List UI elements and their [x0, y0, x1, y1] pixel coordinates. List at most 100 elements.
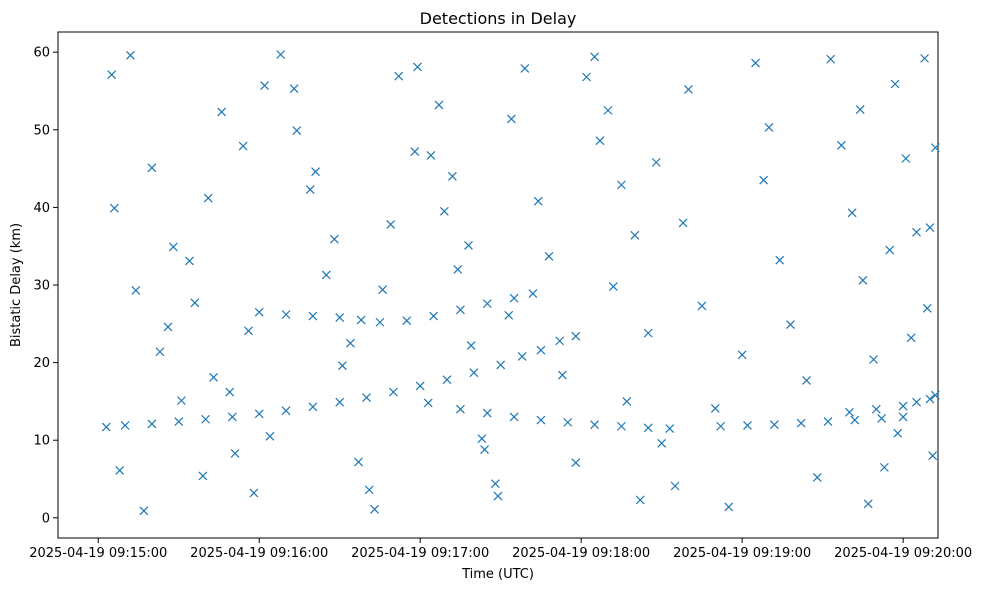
- data-point: [308, 402, 318, 412]
- data-point: [836, 140, 846, 150]
- data-point: [337, 361, 347, 371]
- data-point: [402, 316, 412, 326]
- data-point: [447, 171, 457, 181]
- data-point: [557, 370, 567, 380]
- data-point: [120, 421, 130, 430]
- data-point: [335, 313, 345, 323]
- data-point: [375, 317, 385, 327]
- data-point: [670, 481, 680, 491]
- data-point: [616, 421, 626, 431]
- data-point: [616, 180, 626, 190]
- data-point: [555, 336, 565, 346]
- data-point: [823, 417, 833, 427]
- data-point: [456, 305, 465, 315]
- data-point: [429, 311, 439, 321]
- x-axis-ticks: 2025-04-19 09:15:00 2025-04-19 09:16:00 20…: [29, 538, 972, 561]
- data-point: [775, 255, 785, 265]
- data-point: [855, 105, 865, 115]
- data-point: [930, 390, 940, 400]
- data-point: [410, 147, 420, 156]
- data-point: [265, 431, 275, 441]
- data-point: [101, 422, 111, 432]
- data-point: [906, 333, 916, 343]
- data-point: [493, 491, 503, 501]
- data-point: [168, 242, 178, 252]
- data-point: [563, 417, 573, 427]
- data-point: [378, 285, 388, 295]
- plot-frame: [57, 31, 939, 539]
- data-point: [254, 307, 264, 317]
- x-tick-label: 2025-04-19 09:18:00: [512, 546, 650, 561]
- data-point: [335, 397, 345, 407]
- data-point: [426, 150, 436, 160]
- y-tick-label: 20: [33, 356, 50, 371]
- data-point: [724, 502, 734, 512]
- data-point: [528, 289, 538, 298]
- y-tick-label: 10: [33, 434, 50, 449]
- data-point: [922, 303, 932, 313]
- data-point: [456, 404, 465, 414]
- data-point: [847, 208, 857, 218]
- data-point: [490, 479, 500, 489]
- data-point: [871, 404, 881, 414]
- data-point: [415, 381, 425, 391]
- data-point: [635, 495, 645, 505]
- data-point: [925, 394, 935, 404]
- data-point: [697, 301, 707, 311]
- data-point: [786, 320, 795, 330]
- data-point: [203, 193, 213, 203]
- x-tick-label: 2025-04-19 09:17:00: [351, 546, 489, 561]
- data-point: [227, 412, 237, 422]
- data-point: [480, 445, 490, 454]
- data-point: [893, 428, 903, 438]
- data-point: [901, 154, 911, 163]
- data-point: [289, 84, 299, 94]
- data-point: [464, 240, 473, 250]
- data-point: [863, 499, 873, 509]
- data-point: [517, 351, 527, 361]
- data-point: [651, 157, 661, 167]
- data-point: [225, 387, 235, 397]
- data-point: [925, 223, 935, 232]
- data-point: [796, 418, 806, 428]
- chart-title: Detections in Delay: [420, 9, 577, 28]
- data-point: [276, 50, 286, 59]
- data-point: [244, 326, 253, 336]
- data-point: [858, 275, 868, 285]
- data-point: [630, 230, 640, 240]
- data-point: [217, 107, 227, 117]
- data-point: [743, 421, 752, 430]
- data-point: [423, 398, 433, 408]
- data-point: [850, 415, 860, 425]
- data-point: [678, 218, 688, 228]
- data-point: [482, 299, 492, 309]
- data-point: [710, 403, 720, 413]
- data-point: [504, 310, 514, 320]
- data-point: [386, 220, 396, 229]
- data-point: [370, 504, 380, 514]
- data-point: [292, 126, 302, 135]
- data-point: [209, 372, 219, 382]
- data-point: [439, 206, 449, 216]
- data-point: [477, 434, 487, 444]
- data-point: [434, 100, 444, 110]
- data-point: [930, 143, 940, 153]
- data-point: [362, 393, 371, 402]
- y-tick-label: 40: [33, 201, 50, 216]
- data-point: [885, 245, 895, 255]
- data-point: [544, 251, 554, 261]
- data-point: [281, 310, 291, 319]
- data-point: [622, 396, 632, 406]
- data-point: [716, 421, 726, 431]
- data-point: [751, 58, 760, 68]
- data-point: [898, 412, 908, 422]
- data-point: [769, 420, 779, 430]
- data-point: [346, 338, 355, 348]
- data-point: [608, 282, 618, 291]
- data-point: [812, 473, 822, 482]
- data-point: [115, 466, 125, 475]
- x-tick-label: 2025-04-19 09:16:00: [190, 546, 328, 561]
- data-point: [139, 506, 149, 516]
